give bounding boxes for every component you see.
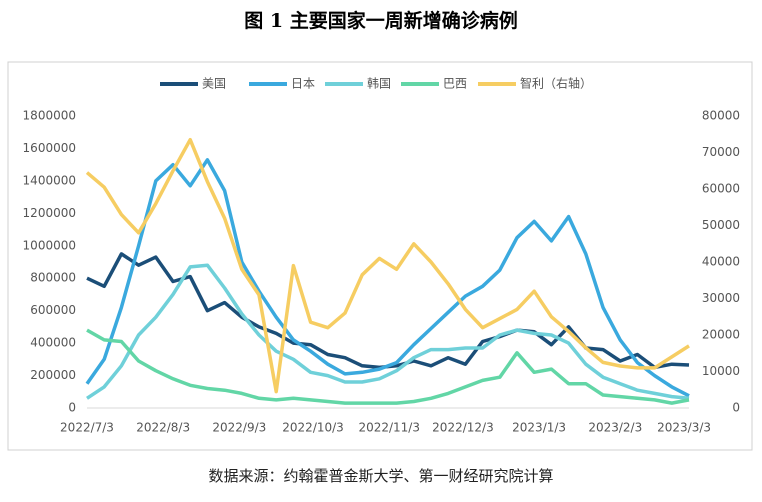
legend-label: 美国: [202, 77, 226, 91]
y-tick-label: 800000: [30, 271, 76, 285]
x-tick-label: 2022/7/3: [60, 421, 114, 435]
series-line: [85, 158, 690, 398]
source-note: 数据来源：约翰霍普金斯大学、第一财经研究院计算: [208, 467, 553, 485]
y2-tick-label: 70000: [702, 145, 740, 159]
y-tick-label: 600000: [30, 303, 76, 317]
y2-tick-label: 80000: [702, 109, 740, 123]
x-tick-label: 2023/1/3: [512, 421, 566, 435]
y2-tick-label: 50000: [702, 218, 740, 232]
series-line: [86, 328, 690, 405]
y2-tick-label: 30000: [702, 291, 740, 305]
x-tick-label: 2022/9/3: [212, 421, 266, 435]
x-tick-label: 2023/2/3: [588, 421, 642, 435]
y2-tick-label: 40000: [702, 255, 740, 269]
legend-label: 巴西: [443, 77, 467, 91]
y2-tick-label: 0: [732, 401, 740, 415]
x-tick-label: 2022/11/3: [358, 421, 420, 435]
y-tick-label: 1000000: [23, 238, 76, 252]
series-line: [85, 137, 690, 394]
y-tick-label: 1200000: [23, 206, 76, 220]
x-tick-label: 2022/8/3: [136, 421, 190, 435]
x-tick-label: 2022/10/3: [282, 421, 344, 435]
legend-label: 韩国: [367, 76, 391, 91]
y-tick-label: 0: [68, 401, 76, 415]
legend-label: 日本: [291, 77, 315, 91]
legend-label: 智利（右轴）: [520, 76, 592, 91]
x-tick-label: 2023/3/3: [657, 421, 711, 435]
y2-tick-label: 60000: [702, 182, 740, 196]
chart-frame: [7, 61, 753, 451]
y-tick-label: 1400000: [23, 173, 76, 187]
x-tick-label: 2022/12/3: [432, 421, 494, 435]
y-tick-label: 1800000: [23, 109, 76, 123]
series-line: [86, 263, 690, 401]
y-tick-label: 400000: [30, 336, 76, 350]
y2-tick-label: 20000: [702, 328, 740, 342]
y-tick-label: 200000: [30, 368, 76, 382]
chart-title: 图 1 主要国家一周新增确诊病例: [244, 9, 517, 32]
series-line: [86, 252, 690, 370]
y-tick-label: 1600000: [23, 141, 76, 155]
y2-tick-label: 10000: [702, 364, 740, 378]
